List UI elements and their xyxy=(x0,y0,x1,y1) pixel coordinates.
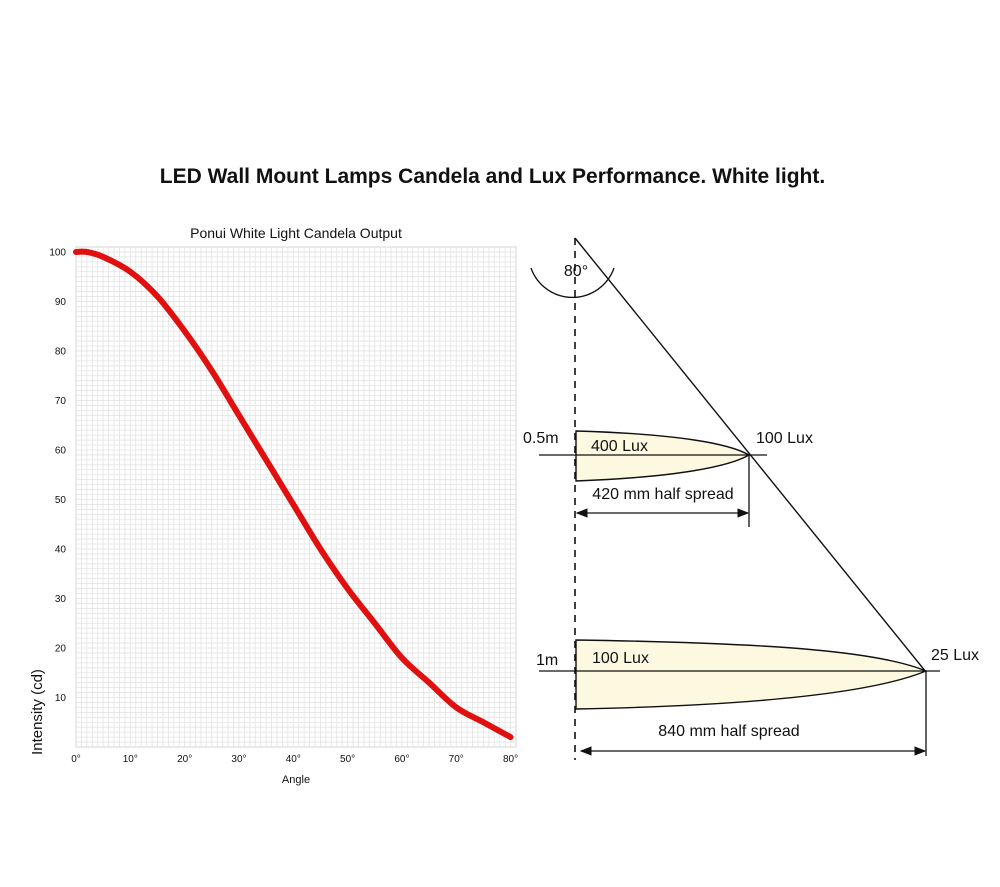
x-axis-label: Angle xyxy=(282,774,310,786)
candela-chart: Ponui White Light Candela Output 10 20 30 4… xyxy=(29,225,518,786)
data-point xyxy=(426,680,432,686)
near-center-lux: 400 Lux xyxy=(591,438,648,455)
plot-area xyxy=(75,246,517,748)
x-tick-label: 50° xyxy=(340,754,355,765)
x-tick-label: 40° xyxy=(286,754,301,765)
x-tick-label: 20° xyxy=(177,754,192,765)
y-tick-label: 80 xyxy=(55,346,67,357)
data-point xyxy=(345,586,351,592)
y-tick-label: 40 xyxy=(55,544,67,555)
x-tick-label: 10° xyxy=(123,754,138,765)
data-point xyxy=(209,368,215,374)
chart-title: Ponui White Light Candela Output xyxy=(190,225,402,241)
data-point xyxy=(399,655,405,661)
y-tick-label: 70 xyxy=(55,396,67,407)
near-spread-label: 420 mm half spread xyxy=(592,486,733,503)
data-point xyxy=(127,269,133,275)
x-tick-label: 0° xyxy=(71,754,81,765)
angle-label: 80° xyxy=(564,263,588,280)
data-point xyxy=(84,249,90,255)
y-tick-label: 100 xyxy=(49,247,66,258)
data-point xyxy=(73,249,79,255)
beam-diagram: 80° 0.5m 400 Lux 100 Lux 420 mm half spr… xyxy=(523,237,979,760)
data-point xyxy=(480,719,486,725)
y-tick-label: 60 xyxy=(55,445,67,456)
data-point xyxy=(453,704,459,710)
near-distance-label: 0.5m xyxy=(523,430,559,447)
y-tick-label: 50 xyxy=(55,495,67,506)
x-tick-labels: 0° 10° 20° 30° 40° 50° 60° 70° 80° xyxy=(71,754,518,765)
page-title: LED Wall Mount Lamps Candela and Lux Per… xyxy=(159,165,826,188)
y-tick-label: 90 xyxy=(55,297,67,308)
angle-arc xyxy=(530,267,615,299)
far-spread-label: 840 mm half spread xyxy=(658,723,799,740)
x-tick-label: 60° xyxy=(394,754,409,765)
x-tick-label: 30° xyxy=(231,754,246,765)
data-point xyxy=(290,501,296,507)
candela-curve xyxy=(73,248,514,741)
far-edge-lux: 25 Lux xyxy=(931,647,979,664)
x-tick-label: 80° xyxy=(503,754,518,765)
data-point xyxy=(508,734,514,740)
data-point xyxy=(263,457,269,463)
chart-grid xyxy=(76,247,516,747)
x-tick-label: 70° xyxy=(449,754,464,765)
far-distance-label: 1m xyxy=(536,652,558,669)
data-point xyxy=(100,254,106,260)
y-tick-label: 10 xyxy=(55,693,67,704)
data-points xyxy=(73,249,514,740)
y-tick-label: 20 xyxy=(55,643,67,654)
y-tick-labels: 10 20 30 40 50 60 70 80 90 100 xyxy=(49,247,66,704)
data-point xyxy=(317,546,323,552)
data-point xyxy=(372,620,378,626)
near-edge-lux: 100 Lux xyxy=(756,430,813,447)
y-tick-label: 30 xyxy=(55,594,67,605)
data-point xyxy=(182,328,188,334)
y-axis-label: Intensity (cd) xyxy=(29,669,46,755)
data-point xyxy=(236,412,242,418)
data-point xyxy=(154,294,160,300)
far-center-lux: 100 Lux xyxy=(592,650,649,667)
